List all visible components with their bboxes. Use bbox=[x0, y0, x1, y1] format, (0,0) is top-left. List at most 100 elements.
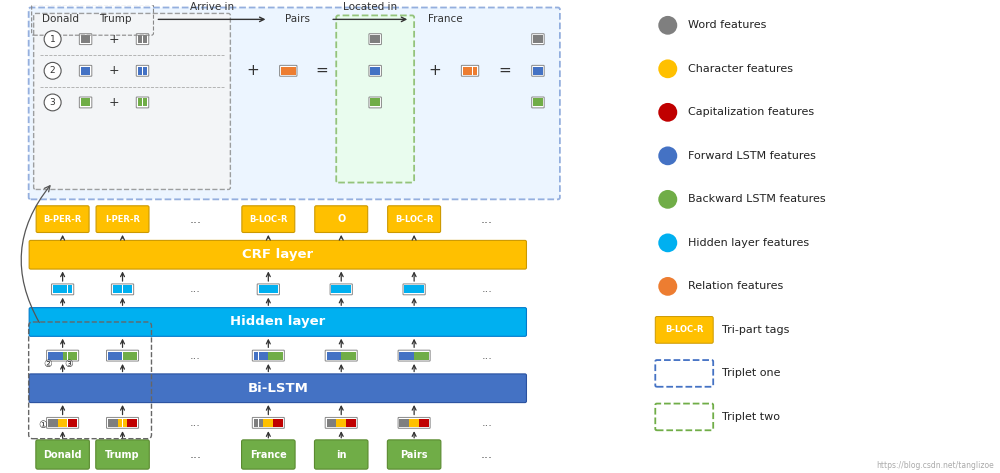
Bar bbox=[414, 285, 419, 293]
Bar bbox=[48, 351, 53, 359]
Text: Located in: Located in bbox=[343, 2, 397, 12]
Bar bbox=[132, 351, 137, 359]
Text: ...: ... bbox=[190, 418, 201, 428]
FancyBboxPatch shape bbox=[369, 65, 381, 76]
Bar bbox=[259, 419, 263, 427]
Text: 2: 2 bbox=[50, 66, 55, 75]
Circle shape bbox=[44, 31, 61, 48]
FancyBboxPatch shape bbox=[79, 65, 92, 76]
Bar bbox=[108, 419, 113, 427]
Bar bbox=[424, 419, 429, 427]
Bar bbox=[468, 67, 472, 75]
Text: ...: ... bbox=[482, 350, 492, 360]
Bar bbox=[419, 351, 424, 359]
Text: +: + bbox=[108, 33, 119, 46]
FancyBboxPatch shape bbox=[387, 440, 441, 469]
Bar bbox=[108, 351, 113, 359]
Bar bbox=[331, 351, 336, 359]
FancyBboxPatch shape bbox=[330, 284, 352, 295]
Bar bbox=[53, 285, 58, 293]
Text: Donald: Donald bbox=[42, 14, 79, 25]
Bar bbox=[113, 419, 118, 427]
FancyBboxPatch shape bbox=[51, 284, 74, 295]
Bar bbox=[81, 35, 86, 43]
Text: France: France bbox=[250, 449, 287, 459]
FancyBboxPatch shape bbox=[398, 417, 430, 428]
Bar bbox=[138, 35, 142, 43]
Text: Arrive in: Arrive in bbox=[190, 2, 234, 12]
Circle shape bbox=[658, 16, 677, 35]
FancyBboxPatch shape bbox=[325, 417, 357, 428]
Bar bbox=[53, 351, 58, 359]
Text: ...: ... bbox=[481, 448, 493, 461]
Text: Capitalization features: Capitalization features bbox=[688, 107, 814, 117]
Bar bbox=[424, 351, 429, 359]
Text: ...: ... bbox=[189, 448, 201, 461]
Bar bbox=[259, 285, 263, 293]
Bar bbox=[473, 67, 477, 75]
Text: ①: ① bbox=[38, 420, 47, 430]
Bar bbox=[370, 67, 375, 75]
Bar bbox=[268, 419, 273, 427]
Text: ③: ③ bbox=[64, 359, 73, 368]
Bar bbox=[72, 419, 77, 427]
Bar bbox=[138, 67, 142, 75]
FancyBboxPatch shape bbox=[79, 34, 92, 44]
Bar bbox=[81, 67, 86, 75]
Bar bbox=[58, 285, 63, 293]
Bar bbox=[113, 285, 118, 293]
Bar bbox=[399, 419, 404, 427]
Bar bbox=[538, 98, 543, 106]
Text: Backward LSTM features: Backward LSTM features bbox=[688, 194, 825, 204]
Bar bbox=[86, 98, 90, 106]
Text: Hidden layer: Hidden layer bbox=[230, 315, 325, 328]
Bar bbox=[143, 98, 147, 106]
Bar bbox=[278, 419, 283, 427]
Text: +: + bbox=[108, 64, 119, 77]
Bar bbox=[404, 285, 409, 293]
Text: Pairs: Pairs bbox=[285, 14, 310, 25]
FancyBboxPatch shape bbox=[29, 374, 526, 403]
FancyBboxPatch shape bbox=[136, 34, 149, 44]
Bar bbox=[375, 98, 380, 106]
Text: ...: ... bbox=[482, 284, 492, 294]
Bar bbox=[143, 67, 147, 75]
Bar bbox=[127, 351, 132, 359]
Text: https://blog.csdn.net/tanglizoe: https://blog.csdn.net/tanglizoe bbox=[877, 461, 994, 470]
FancyBboxPatch shape bbox=[655, 316, 713, 343]
Bar bbox=[336, 285, 341, 293]
Bar bbox=[409, 419, 414, 427]
Bar bbox=[331, 419, 336, 427]
Bar bbox=[286, 67, 291, 75]
Text: CRF layer: CRF layer bbox=[242, 248, 313, 261]
Text: Tri-part tags: Tri-part tags bbox=[722, 325, 789, 335]
Bar bbox=[53, 419, 58, 427]
FancyBboxPatch shape bbox=[336, 16, 414, 183]
Bar bbox=[48, 419, 53, 427]
Bar bbox=[273, 351, 278, 359]
Bar bbox=[327, 351, 331, 359]
Bar bbox=[263, 285, 268, 293]
Bar bbox=[538, 67, 543, 75]
Bar bbox=[404, 351, 409, 359]
FancyBboxPatch shape bbox=[96, 440, 149, 469]
FancyBboxPatch shape bbox=[47, 417, 79, 428]
FancyBboxPatch shape bbox=[106, 417, 139, 428]
FancyBboxPatch shape bbox=[242, 206, 295, 233]
FancyBboxPatch shape bbox=[34, 13, 230, 190]
Bar bbox=[351, 419, 356, 427]
Bar bbox=[63, 419, 67, 427]
Bar bbox=[375, 35, 380, 43]
Text: 1: 1 bbox=[50, 35, 55, 44]
Text: =: = bbox=[499, 63, 511, 79]
Circle shape bbox=[658, 103, 677, 122]
Bar bbox=[341, 419, 346, 427]
FancyBboxPatch shape bbox=[532, 34, 544, 44]
Text: +: + bbox=[246, 63, 259, 79]
Bar bbox=[346, 285, 351, 293]
Circle shape bbox=[658, 190, 677, 209]
Bar bbox=[533, 67, 538, 75]
FancyBboxPatch shape bbox=[403, 284, 425, 295]
Bar bbox=[132, 419, 137, 427]
Text: B-LOC-R: B-LOC-R bbox=[395, 215, 433, 224]
